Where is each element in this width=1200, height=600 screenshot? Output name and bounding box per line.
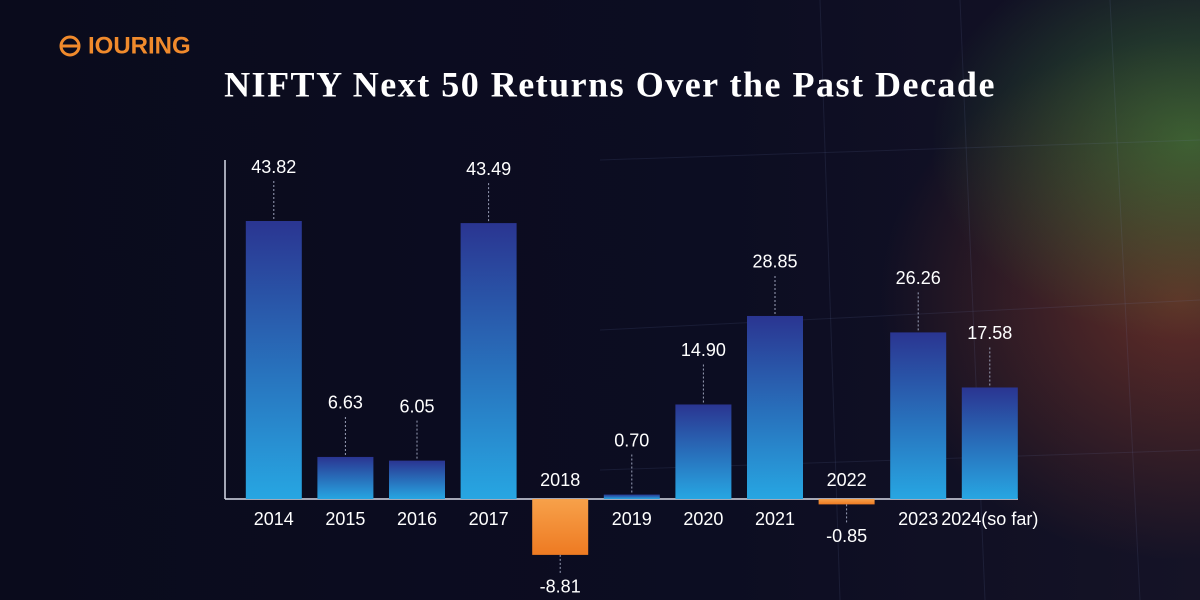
logo: IOURING: [59, 32, 191, 59]
x-tick-label: 2017: [469, 509, 509, 529]
bar: [818, 499, 875, 505]
x-tick-label: 2021: [755, 509, 795, 529]
value-label: 6.05: [399, 396, 434, 416]
bar: [460, 223, 517, 499]
value-label: 0.70: [614, 430, 649, 450]
bar: [603, 494, 660, 499]
bar: [961, 387, 1018, 499]
value-label: 43.49: [466, 159, 511, 179]
x-tick-label: 2020: [683, 509, 723, 529]
x-tick-label: 2022: [827, 470, 867, 490]
x-tick-label: 2014: [254, 509, 294, 529]
bar: [675, 404, 732, 499]
value-label: 6.63: [328, 393, 363, 413]
value-label: 26.26: [896, 268, 941, 288]
bar: [747, 315, 803, 499]
value-label: 28.85: [752, 252, 797, 272]
bar: [317, 456, 374, 499]
value-label: 14.90: [681, 340, 726, 360]
bar: [890, 332, 947, 499]
chart-title: NIFTY Next 50 Returns Over the Past Deca…: [224, 64, 996, 104]
x-tick-label: 2016: [397, 509, 437, 529]
value-label: -8.81: [540, 577, 581, 597]
logo-text: IOURING: [88, 32, 191, 59]
bar: [245, 221, 302, 499]
value-label: 43.82: [251, 157, 296, 177]
value-label: 17.58: [967, 323, 1012, 343]
x-tick-label: 2019: [612, 509, 652, 529]
x-tick-label: 2024(so far): [941, 509, 1038, 529]
bar: [532, 499, 589, 555]
bar: [389, 460, 445, 499]
value-label: -0.85: [826, 526, 867, 546]
x-tick-label: 2015: [325, 509, 365, 529]
x-tick-label: 2018: [540, 470, 580, 490]
x-tick-label: 2023: [898, 509, 938, 529]
